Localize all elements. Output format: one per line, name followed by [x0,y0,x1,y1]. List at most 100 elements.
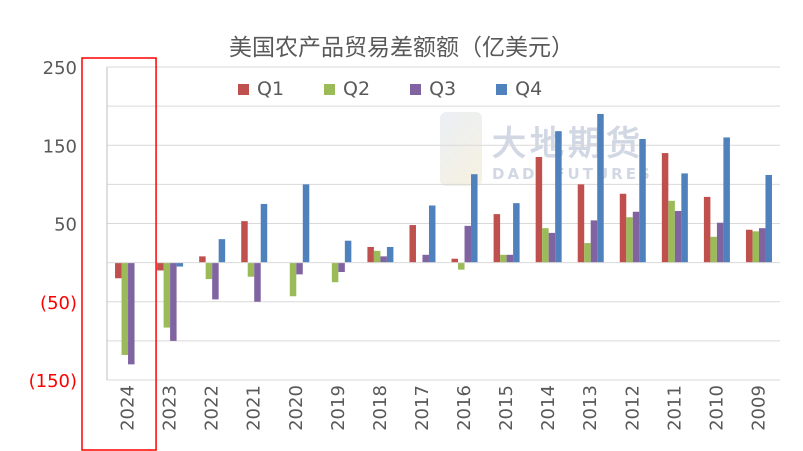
watermark-emblem-icon [440,112,482,186]
bar-q2-2018 [373,250,381,263]
x-tick-label: 2015 [496,385,517,431]
bar-q2-2024 [121,262,129,355]
bar-q4-2012 [639,138,646,263]
bar-q1-2016 [451,258,459,263]
bar-q2-2016 [458,262,465,270]
bar-q2-2014 [542,228,549,263]
legend-swatch-q4 [496,83,508,95]
y-tick-label: (50) [40,293,77,314]
y-tick-label: 50 [54,215,77,236]
bar-q4-2013 [597,113,604,263]
legend-item-q3: Q3 [410,78,456,100]
legend-item-q1: Q1 [238,78,284,100]
x-tick-label: 2024 [118,385,139,431]
x-tick-label: 2011 [664,385,685,431]
bar-q4-2011 [681,173,688,263]
x-tick-label: 2016 [454,385,475,431]
legend-swatch-q3 [410,83,422,95]
legend-label-q1: Q1 [257,78,285,100]
legend-swatch-q2 [324,83,336,95]
chart-legend: Q1 Q2 Q3 Q4 [238,78,542,100]
legend-label-q3: Q3 [429,78,457,100]
bar-q3-2016 [464,225,472,263]
x-tick-label: 2018 [370,385,391,431]
bar-q2-2022 [205,262,213,280]
x-tick-label: 2021 [244,385,265,431]
watermark-main-text: 大地期货 [492,123,644,164]
bar-q3-2019 [338,262,345,273]
bar-q1-2009 [745,229,753,263]
watermark-sub-text: DADI FUTURES [492,164,653,183]
bar-q1-2011 [661,153,669,263]
x-tick-label: 2014 [538,385,559,431]
x-tick-label: 2010 [706,385,727,431]
bar-q3-2009 [758,228,766,263]
bar-q3-2018 [380,256,387,263]
x-tick-label: 2019 [328,385,349,431]
bar-q3-2012 [632,211,640,263]
bar-q4-2010 [723,137,730,263]
bar-q4-2009 [765,174,772,263]
legend-label-q4: Q4 [515,78,543,100]
bar-q2-2023 [163,262,171,328]
bar-q1-2012 [619,193,627,263]
bar-q2-2013 [584,243,591,263]
bar-q3-2021 [254,262,261,302]
bar-q4-2018 [386,246,394,263]
bar-q1-2010 [703,196,711,263]
bar-q4-2017 [428,205,436,263]
bar-q2-2015 [500,254,507,263]
watermark-logo: 大地期货 DADI FUTURES [440,112,653,186]
bar-q1-2014 [535,156,543,263]
bar-q1-2024 [115,262,122,279]
bar-q4-2016 [471,174,478,263]
x-tick-label: 2022 [202,385,223,431]
bar-q1-2013 [577,184,585,263]
x-tick-label: 2023 [160,385,181,431]
y-tick-label: 150 [43,136,77,157]
bar-q3-2020 [296,262,303,275]
bar-q3-2013 [590,220,598,263]
x-tick-label: 2009 [748,385,769,431]
bar-q3-2010 [716,222,724,263]
x-tick-label: 2013 [580,385,601,431]
bar-q2-2010 [710,236,717,263]
bar-q4-2020 [302,184,310,263]
bar-q4-2019 [344,240,352,263]
bar-q2-2009 [752,231,759,263]
bar-q2-2020 [289,262,297,297]
bar-q2-2011 [668,200,675,263]
bar-q3-2017 [422,254,429,263]
legend-label-q2: Q2 [343,78,371,100]
x-tick-label: 2017 [412,385,433,431]
bar-q1-2018 [367,246,374,263]
chart-title: 美国农产品贸易差额额（亿美元） [229,35,574,61]
legend-item-q2: Q2 [324,78,370,100]
legend-item-q4: Q4 [496,78,542,100]
bar-q3-2023 [170,262,177,341]
bar-q3-2011 [674,210,682,263]
highlight-box-2024 [81,57,157,451]
bar-q3-2022 [212,262,219,300]
bar-q3-2015 [506,254,514,263]
x-tick-label: 2012 [622,385,643,431]
bar-q2-2019 [331,262,339,283]
bar-q3-2014 [548,232,556,263]
bar-q4-2023 [176,262,184,267]
bar-q1-2017 [409,225,416,263]
bar-q3-2024 [128,262,135,365]
bar-q1-2023 [157,262,164,271]
bar-q4-2015 [513,203,520,263]
y-tick-label: (150) [29,371,77,392]
legend-swatch-q1 [238,83,249,95]
y-tick-label: 250 [43,58,77,79]
bar-q1-2021 [241,221,248,263]
bar-q4-2022 [218,239,226,263]
x-tick-label: 2020 [286,385,307,431]
bar-q1-2015 [493,214,501,263]
bar-q2-2021 [247,262,255,277]
bar-q1-2022 [199,256,206,263]
bar-q4-2014 [555,131,562,263]
